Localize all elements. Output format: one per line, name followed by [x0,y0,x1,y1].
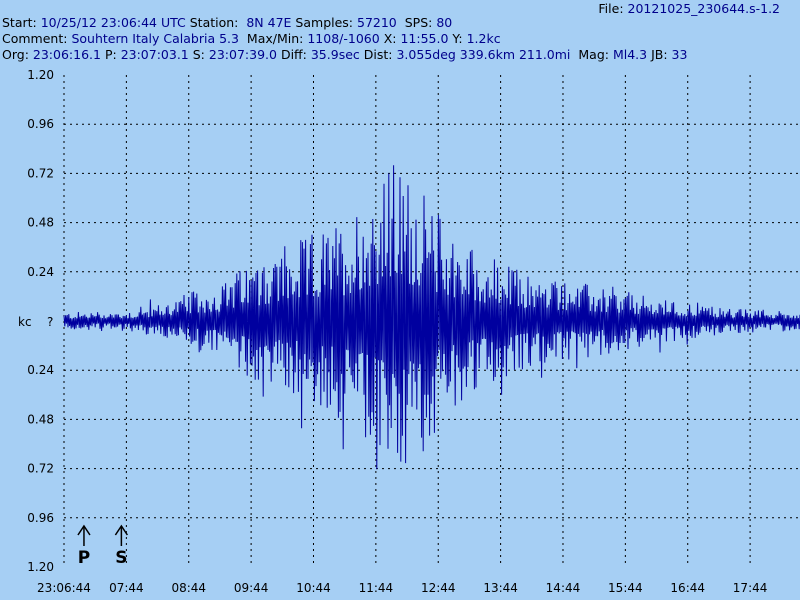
phase-arrow-head [114,524,129,536]
x-tick-label: 17:44 [733,581,768,595]
y-tick-label: 0.24 [27,265,54,279]
comment-label: Comment: [2,31,68,46]
samples-label: Samples: [295,15,354,30]
dist-value: 3.055deg 339.6km 211.0mi [396,47,571,62]
p-value: 23:07:03.1 [120,47,189,62]
x-tick-label: 23:06:44 [37,581,91,595]
samples-value: 57210 [357,15,397,30]
x-tick-label: 13:44 [483,581,518,595]
y-tick-label: 0.48 [27,216,54,230]
maxmin-label: Max/Min: [246,31,304,46]
phase-arrow-head [77,524,91,536]
y-tick-label: 0.72 [27,462,54,476]
y-axis-ticks: 1.20 0.96 0.72 0.48 0.24 0.24 0.48 0.72 0.96 1.20 [27,68,54,574]
dist-label: Dist: [363,47,393,62]
y-tick-label: 0.96 [27,117,54,131]
x-axis-ticks: 23:06:44 07:44 08:44 09:44 10:44 11:44 12:44 13… [37,581,767,595]
x-tick-label: 07:44 [109,581,144,595]
y-tick-label: 1.20 [27,560,54,574]
y-tick-label: 1.20 [27,68,54,82]
sps-value: 80 [436,15,453,30]
phase-label: P [78,548,90,568]
jb-label: JB: [651,47,668,62]
mag-label: Mag: [578,47,609,62]
header-origin-line: Org: 23:06:16.1 P: 23:07:03.1 S: 23:07:3… [2,47,687,63]
start-label: Start: [2,15,37,30]
x-tick-label: 09:44 [234,581,269,595]
center-marker: ? [47,315,53,329]
y-tick-label: 0.48 [27,412,54,426]
station-label: Station: [189,15,239,30]
y-tick-label: 0.96 [27,511,54,525]
x-tick-label: 12:44 [421,581,456,595]
file-value: 20121025_230644.s-1.2 [627,1,780,16]
x-tick-label: 15:44 [608,581,643,595]
maxmin-value: 1108/-1060 [307,31,380,46]
sps-label: SPS: [404,15,433,30]
s-label: S: [192,47,205,62]
p-label: P: [104,47,117,62]
x-tick-label: 10:44 [296,581,331,595]
org-value: 23:06:16.1 [32,47,101,62]
org-label: Org: [2,47,29,62]
x-tick-label: 14:44 [546,581,581,595]
file-label: File: [598,1,624,16]
start-value: 10/25/12 23:06:44 UTC [40,15,186,30]
mag-value: Ml4.3 [612,47,648,62]
x-tick-label: 16:44 [670,581,705,595]
header-start-line: Start: 10/25/12 23:06:44 UTC Station: 8N… [2,15,452,31]
x-tick-label: 08:44 [171,581,206,595]
y-tick-label: 0.72 [27,166,54,180]
y-tick-label: 0.24 [27,363,54,377]
station-value: 8N 47E [246,15,292,30]
diff-label: Diff: [280,47,307,62]
y-value: 1.2kc [466,31,501,46]
waveform-trace [63,165,800,470]
header-comment-line: Comment: Souhtern Italy Calabria 5.3 Max… [2,31,501,47]
phase-label: S [115,548,127,568]
s-value: 23:07:39.0 [208,47,277,62]
y-axis-label: kc [18,315,32,329]
x-tick-label: 11:44 [359,581,394,595]
x-label: X: [383,31,397,46]
diff-value: 35.9sec [310,47,360,62]
y-label: Y: [452,31,463,46]
header-file-line: File: 20121025_230644.s-1.2 [598,1,780,16]
comment-value: Souhtern Italy Calabria 5.3 [71,31,239,46]
x-value: 11:55.0 [400,31,449,46]
jb-value: 33 [671,47,688,62]
